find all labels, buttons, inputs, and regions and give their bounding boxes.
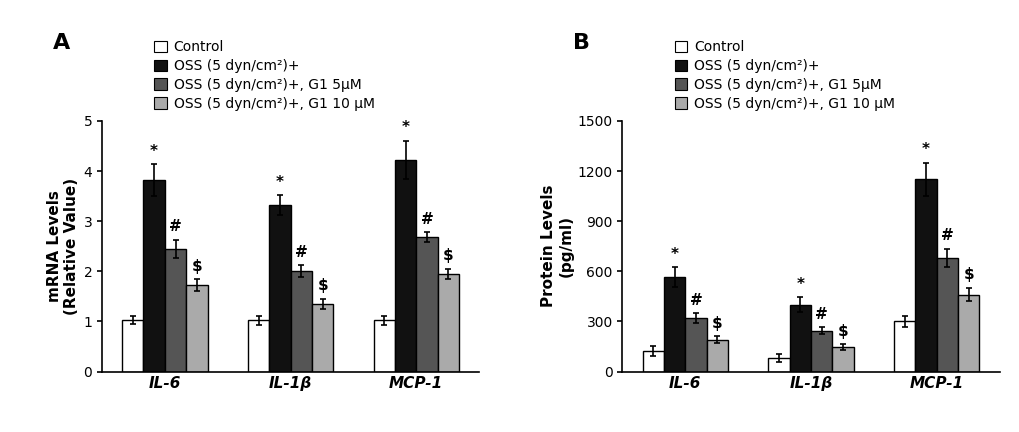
Text: #: # [689, 292, 702, 308]
Bar [165, 249, 186, 372]
Text: #: # [941, 228, 953, 243]
Text: #: # [169, 219, 181, 234]
Bar [312, 304, 333, 372]
Y-axis label: mRNA Levels
(Relative Value): mRNA Levels (Relative Value) [47, 178, 79, 315]
Text: *: * [669, 247, 678, 262]
Bar [832, 347, 853, 372]
Text: $: $ [963, 267, 973, 283]
Bar [914, 179, 935, 372]
Text: $: $ [711, 316, 722, 331]
Bar [437, 274, 459, 372]
Bar [186, 285, 208, 372]
Bar [394, 160, 416, 372]
Text: #: # [294, 245, 308, 260]
Bar [248, 321, 269, 372]
Bar [810, 330, 832, 372]
Text: *: * [796, 276, 804, 292]
Text: *: * [401, 121, 410, 136]
Text: $: $ [837, 324, 848, 339]
Y-axis label: Protein Levels
(pg/ml): Protein Levels (pg/ml) [540, 185, 573, 308]
Text: A: A [53, 33, 70, 53]
Text: *: * [921, 142, 929, 157]
Bar [290, 271, 312, 372]
Bar [144, 180, 165, 372]
Text: B: B [573, 33, 590, 53]
Text: *: * [275, 175, 283, 190]
Bar [122, 320, 144, 372]
Bar [269, 205, 290, 372]
Text: #: # [420, 212, 433, 227]
Legend: Control, OSS (5 dyn/cm²)+, OSS (5 dyn/cm²)+, G1 5μM, OSS (5 dyn/cm²)+, G1 10 μM: Control, OSS (5 dyn/cm²)+, OSS (5 dyn/cm… [674, 40, 895, 111]
Bar [935, 258, 957, 372]
Bar [373, 321, 394, 372]
Text: *: * [150, 143, 158, 159]
Text: $: $ [317, 278, 328, 293]
Text: #: # [814, 307, 827, 322]
Bar [789, 305, 810, 372]
Text: $: $ [442, 248, 453, 263]
Bar [642, 351, 663, 372]
Bar [706, 340, 728, 372]
Bar [685, 318, 706, 372]
Text: $: $ [192, 259, 202, 274]
Bar [663, 277, 685, 372]
Bar [416, 237, 437, 372]
Bar [767, 358, 789, 372]
Legend: Control, OSS (5 dyn/cm²)+, OSS (5 dyn/cm²)+, G1 5μM, OSS (5 dyn/cm²)+, G1 10 μM: Control, OSS (5 dyn/cm²)+, OSS (5 dyn/cm… [154, 40, 374, 111]
Bar [893, 321, 914, 372]
Bar [957, 295, 978, 372]
